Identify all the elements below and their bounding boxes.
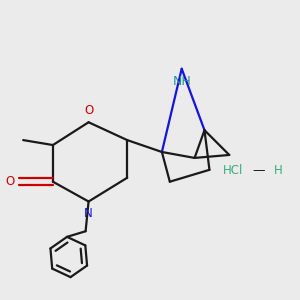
Text: O: O xyxy=(84,104,93,118)
Text: NH: NH xyxy=(172,75,191,88)
Text: O: O xyxy=(6,175,15,188)
Text: H: H xyxy=(273,164,282,177)
Text: HCl: HCl xyxy=(223,164,243,177)
Text: N: N xyxy=(84,207,93,220)
Text: —: — xyxy=(252,164,265,177)
